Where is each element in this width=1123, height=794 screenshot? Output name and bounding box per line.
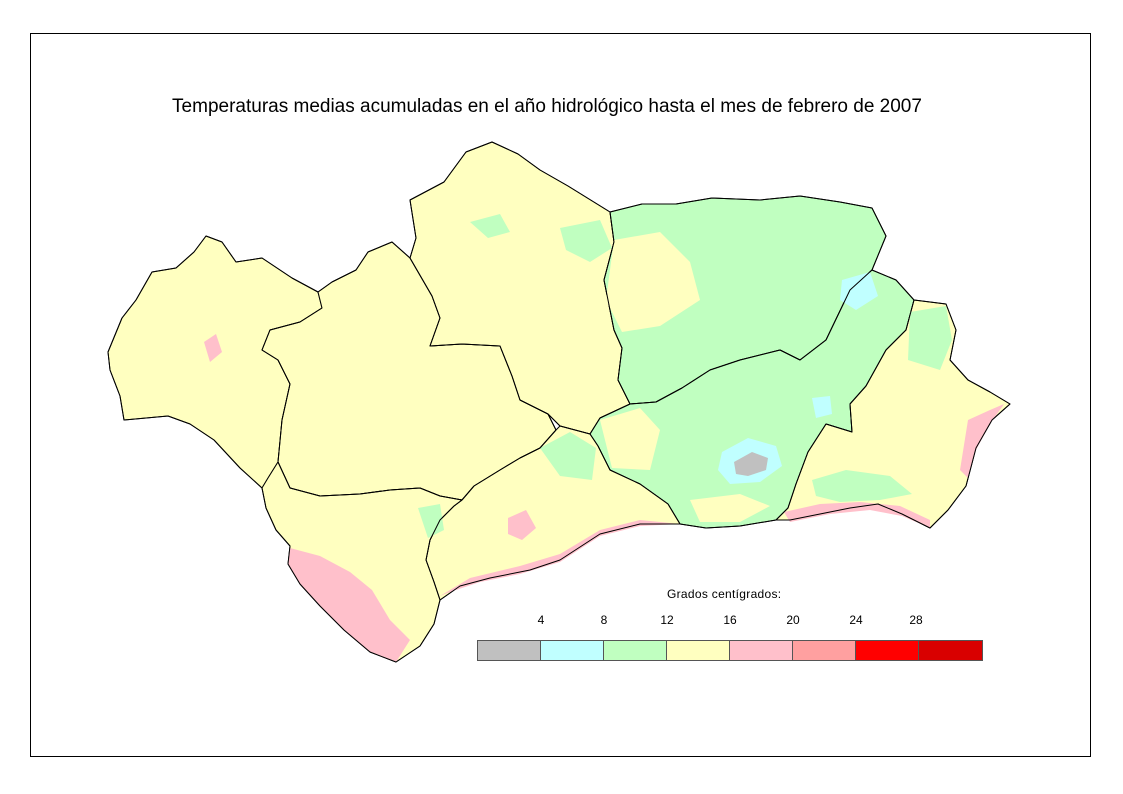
legend-tick-label: 8 bbox=[600, 613, 608, 627]
map-frame bbox=[30, 33, 1091, 757]
legend-color-scale bbox=[477, 640, 983, 661]
zone-16-20-cadiz-coast bbox=[288, 548, 410, 662]
legend-tick-label: 20 bbox=[786, 613, 800, 627]
legend-swatch bbox=[541, 641, 604, 660]
legend-swatch bbox=[478, 641, 541, 660]
zone-8-12-sierra-grazalema bbox=[418, 504, 444, 538]
zone-8-12-sierra-morena bbox=[560, 220, 612, 262]
legend-tick-label: 12 bbox=[660, 613, 674, 627]
legend-swatch bbox=[667, 641, 730, 660]
legend-tick-label: 28 bbox=[909, 613, 923, 627]
zone-8-12-malaga-north bbox=[540, 432, 596, 480]
legend-tick-label: 16 bbox=[723, 613, 737, 627]
legend-tick-label: 24 bbox=[849, 613, 863, 627]
zone-below-4-sierra-nevada bbox=[734, 452, 768, 476]
legend-swatch bbox=[604, 641, 667, 660]
legend-swatch bbox=[793, 641, 856, 660]
zone-16-20-almeria-coast bbox=[960, 404, 1004, 478]
zone-16-20-malaga-coast bbox=[440, 520, 680, 596]
legend-swatch bbox=[919, 641, 982, 660]
legend-swatch bbox=[730, 641, 793, 660]
zone-8-12-almeria-north bbox=[908, 306, 952, 370]
zone-12-16-jaen-west bbox=[606, 232, 700, 332]
zone-12-16-granada-west bbox=[600, 408, 660, 470]
zone-8-12-cordoba-north bbox=[470, 214, 510, 238]
legend-swatch bbox=[856, 641, 919, 660]
legend-tick-label: 4 bbox=[537, 613, 545, 627]
zone-12-16-granada-coast bbox=[690, 494, 770, 522]
zone-8-12-almeria bbox=[812, 470, 912, 502]
legend-title: Grados centígrados: bbox=[667, 587, 782, 601]
zone-16-20-huelva bbox=[204, 334, 222, 362]
zone-16-20-granada-coast bbox=[784, 502, 930, 528]
zone-4-8-sierra-cazorla bbox=[840, 272, 878, 310]
zone-16-20-sevilla-east bbox=[508, 510, 536, 540]
zone-4-8-sierra-baza bbox=[812, 396, 832, 418]
map-title: Temperaturas medias acumuladas en el año… bbox=[172, 96, 922, 117]
